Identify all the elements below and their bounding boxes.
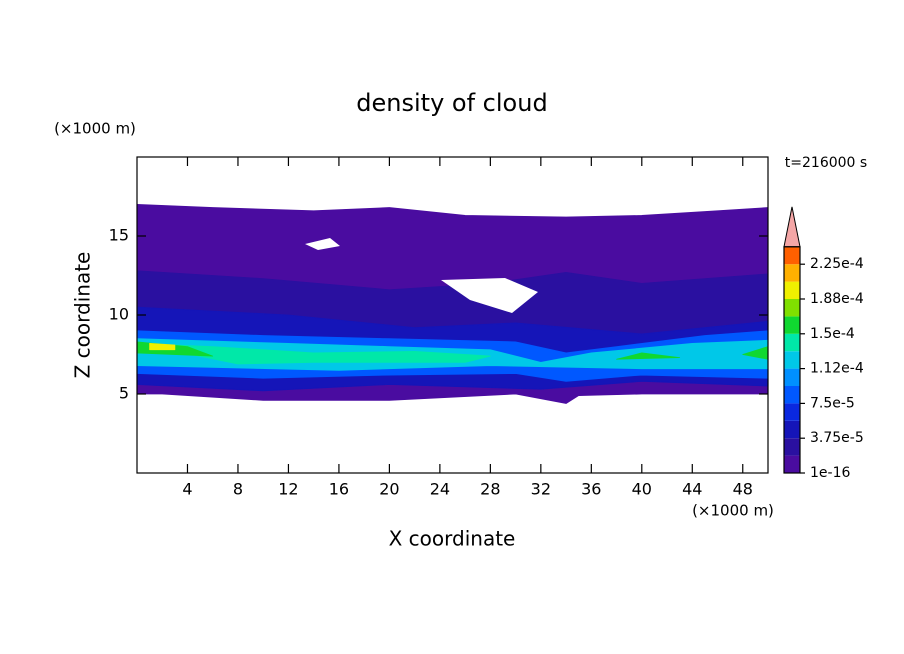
x-unit: (×1000 m) bbox=[692, 502, 774, 520]
y-unit: (×1000 m) bbox=[54, 120, 136, 138]
overlay bbox=[305, 238, 538, 313]
colorbar-segment bbox=[784, 264, 800, 282]
y-tick-label: 5 bbox=[119, 384, 129, 403]
colorbar-segment bbox=[784, 246, 800, 265]
x-tick-label: 12 bbox=[278, 480, 298, 499]
x-tick-label: 16 bbox=[329, 480, 349, 499]
x-tick-label: 28 bbox=[480, 480, 500, 499]
colorbar-frame bbox=[783, 246, 801, 474]
x-tick-label: 20 bbox=[379, 480, 399, 499]
y-axis-label: Z coordinate bbox=[71, 252, 95, 379]
x-tick-label: 40 bbox=[632, 480, 652, 499]
x-tick-label: 44 bbox=[682, 480, 702, 499]
x-axis-label: X coordinate bbox=[389, 527, 516, 551]
colorbar-segment bbox=[784, 438, 800, 456]
colorbar-tick-label: 2.25e-4 bbox=[810, 256, 864, 272]
colorbar-segment bbox=[784, 299, 800, 317]
colorbar-extend bbox=[783, 206, 801, 248]
x-tick-label: 24 bbox=[430, 480, 450, 499]
colorbar-segment bbox=[784, 403, 800, 421]
contour-region bbox=[616, 352, 681, 360]
x-tick-label: 36 bbox=[581, 480, 601, 499]
colorbar-tick-label: 1.12e-4 bbox=[810, 361, 864, 377]
field bbox=[136, 203, 769, 404]
no-data-gap bbox=[441, 278, 538, 313]
colorbar-segment bbox=[784, 386, 800, 404]
colorbar-segment bbox=[784, 351, 800, 369]
chart-title: density of cloud bbox=[356, 89, 547, 117]
colorbar-segment bbox=[784, 316, 800, 334]
colorbar-segment bbox=[784, 281, 800, 299]
time-label: t=216000 s bbox=[785, 155, 867, 171]
colorbar-tick-label: 1.5e-4 bbox=[810, 326, 855, 342]
x-tick-label: 8 bbox=[233, 480, 243, 499]
colorbar-tick-label: 3.75e-5 bbox=[810, 430, 864, 446]
colorbar-tick-label: 7.5e-5 bbox=[810, 395, 855, 411]
colorbar-tick-label: 1e-16 bbox=[810, 465, 850, 481]
contour-region bbox=[149, 343, 176, 351]
y-tick-label: 15 bbox=[109, 226, 129, 245]
x-tick-label: 4 bbox=[182, 480, 192, 499]
colorbar-segment bbox=[784, 368, 800, 386]
colorbar-segment bbox=[784, 420, 800, 439]
colorbar-segment bbox=[784, 333, 800, 352]
colorbar-tick-label: 1.88e-4 bbox=[810, 291, 864, 307]
no-data-gap bbox=[305, 238, 340, 250]
colorbar-segment bbox=[784, 455, 800, 473]
x-tick-label: 32 bbox=[531, 480, 551, 499]
y-tick-label: 10 bbox=[109, 305, 129, 324]
x-tick-label: 48 bbox=[733, 480, 753, 499]
